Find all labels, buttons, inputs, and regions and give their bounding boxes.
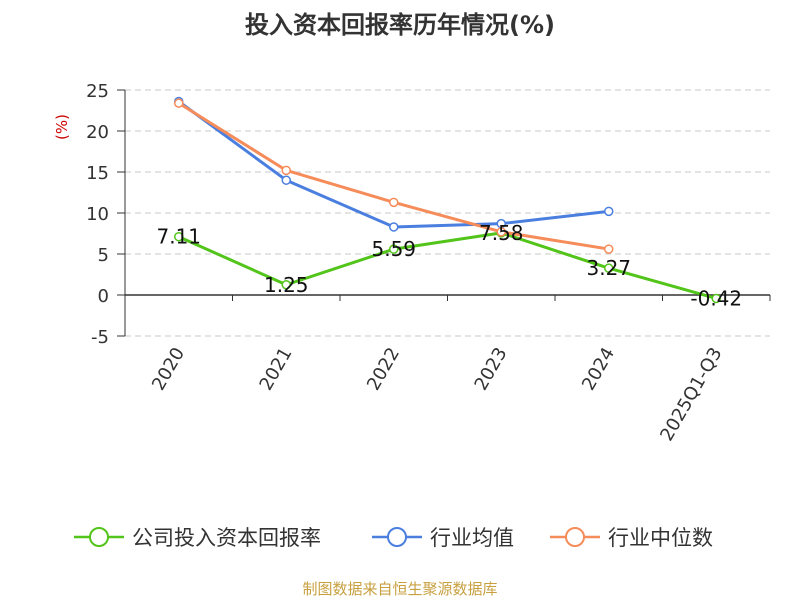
legend-label-1: 行业均值 xyxy=(430,526,514,550)
series-point-0 xyxy=(711,293,721,304)
y-tick-label: 10 xyxy=(86,204,109,225)
x-tick-label: 2023 xyxy=(470,344,511,394)
series-line-1 xyxy=(177,100,609,229)
series-lines xyxy=(174,96,721,304)
data-label: 1.25 xyxy=(264,273,309,297)
series-point-1 xyxy=(389,222,399,232)
data-label: 7.11 xyxy=(156,225,201,249)
grid-lines xyxy=(125,89,770,337)
data-source-note: 制图数据来自恒生聚源数据库 xyxy=(302,580,497,598)
y-tick-label: 5 xyxy=(98,245,109,266)
legend-marker-2 xyxy=(565,527,585,547)
y-axis-label: (%) xyxy=(53,114,71,140)
series-point-2 xyxy=(604,244,614,254)
series-point-2 xyxy=(496,227,506,237)
x-tick-label: 2025Q1-Q3 xyxy=(656,344,726,445)
series-point-1 xyxy=(281,175,291,185)
data-label: 5.59 xyxy=(371,237,416,261)
y-tick-label: -5 xyxy=(91,327,109,348)
series-line-0 xyxy=(178,231,717,300)
data-label: -0.42 xyxy=(690,286,742,310)
y-tick-label: 0 xyxy=(98,286,109,307)
legend-label-2: 行业中位数 xyxy=(608,526,713,550)
data-label: 7.58 xyxy=(479,221,524,245)
series-point-2 xyxy=(281,165,291,176)
x-tick-label: 2021 xyxy=(255,344,296,394)
data-label: 3.27 xyxy=(586,256,631,280)
legend-marker-1 xyxy=(387,527,407,547)
y-tick-label: 20 xyxy=(86,122,109,143)
series-point-0 xyxy=(604,263,614,273)
data-labels: 7.11 1.25 5.59 7.58 3.27 -0.42 xyxy=(156,221,742,311)
series-point-0 xyxy=(281,280,291,290)
y-tick-label: 25 xyxy=(86,81,109,102)
series-point-2 xyxy=(389,197,399,208)
x-tick-label: 2022 xyxy=(363,344,404,394)
series-point-0 xyxy=(174,231,184,242)
series-point-2 xyxy=(174,98,184,108)
y-tick-label: 15 xyxy=(86,163,109,184)
series-point-0 xyxy=(389,244,399,254)
series-point-1 xyxy=(604,206,614,217)
chart-title: 投入资本回报率历年情况(%) xyxy=(245,11,555,39)
axes: -5 0 5 10 15 20 25 2020 2021 2022 2023 2024 2025Q1-Q… xyxy=(86,81,771,445)
legend-marker-0 xyxy=(89,527,109,547)
legend[interactable]: 公司投入资本回报率 行业均值 行业中位数 xyxy=(74,526,713,550)
x-tick-label: 2020 xyxy=(148,344,189,394)
legend-label-0: 公司投入资本回报率 xyxy=(132,526,321,550)
x-tick-label: 2024 xyxy=(578,344,619,394)
